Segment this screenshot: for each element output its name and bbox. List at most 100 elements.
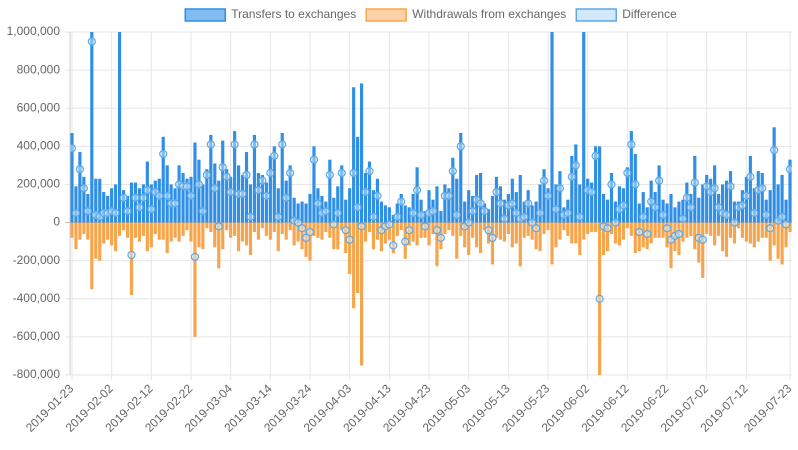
bar [558,171,562,223]
bar [193,142,197,223]
bar [681,222,685,242]
point [746,172,755,181]
point [397,197,406,206]
bar [356,222,360,294]
point [662,224,672,233]
point [127,250,136,260]
bar [264,222,268,236]
legend-swatch [365,8,407,22]
point [155,191,164,200]
bar [586,178,590,223]
point [563,208,572,218]
bar [760,173,764,223]
bar [780,174,784,223]
point [448,167,457,176]
bar [697,222,701,263]
bar [383,222,387,244]
point [492,187,501,197]
point [230,140,239,149]
bar [594,146,598,223]
point [270,151,279,160]
bar [201,222,205,250]
bar [407,207,411,223]
bar [724,222,729,257]
bar [292,197,296,223]
point [674,229,684,239]
bar [784,222,788,248]
bar [340,165,344,223]
point [631,180,640,189]
bar [455,178,459,223]
bar [308,193,312,223]
point [258,176,267,185]
bar [756,222,760,242]
bar [102,192,106,223]
point [488,233,497,242]
bar [554,222,558,248]
point [508,199,517,208]
bar [121,222,126,231]
bar [173,222,177,238]
bar [114,184,118,223]
point [389,241,398,250]
bar [244,222,249,246]
bar [570,222,574,244]
bar [205,169,209,223]
bar [582,222,586,240]
bar [736,201,741,223]
point [123,207,132,216]
bar [554,184,558,223]
bar [415,167,419,223]
bar [780,222,784,265]
point [742,191,751,200]
bar [320,222,324,240]
bar [352,87,356,223]
bar [133,182,138,223]
bar [288,165,292,223]
bar [348,222,352,275]
bar [304,203,308,223]
point [286,168,295,178]
bar [217,180,221,223]
bar [248,222,253,255]
bar [229,176,233,223]
bar [256,222,261,240]
point [623,168,632,178]
bar [70,222,74,238]
point [432,226,442,235]
bar [697,197,701,223]
point [147,205,156,214]
point [163,191,172,200]
bar [371,190,376,223]
bar [110,188,114,223]
bar [213,222,217,248]
bar [772,222,776,246]
point [520,212,529,221]
bar [435,222,439,267]
point [655,176,664,185]
bar [276,222,280,252]
bar [233,131,237,223]
bar [709,178,713,223]
bar [197,159,201,223]
point [627,140,636,149]
bar [467,190,471,223]
bar [411,222,415,242]
point [452,210,461,220]
point [528,218,537,227]
bar [439,211,443,223]
point [333,208,342,218]
point [551,205,561,214]
point [595,294,604,303]
bar [788,222,792,233]
point [242,170,251,180]
point [785,165,792,174]
point [405,226,414,235]
point [226,187,235,197]
bar [94,178,98,223]
bar [201,184,205,223]
point [532,224,541,233]
point [535,208,545,218]
bar [344,199,348,223]
bar [498,222,503,240]
